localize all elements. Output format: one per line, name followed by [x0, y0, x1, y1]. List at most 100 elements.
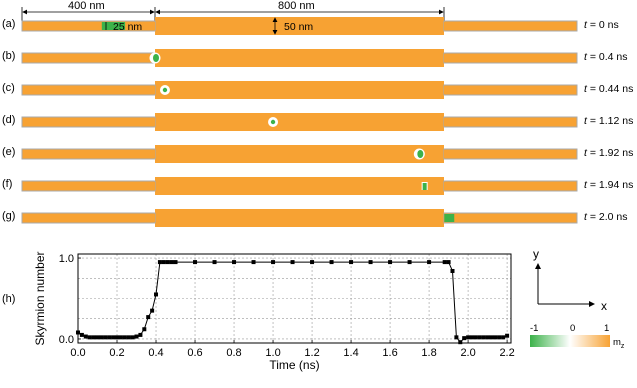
data-point: [466, 335, 471, 340]
time-label: t = 0 ns: [584, 19, 619, 31]
x-tick-label: 2.2: [499, 347, 514, 359]
wire-panel: [21, 177, 578, 195]
panel-label: (d): [2, 114, 16, 126]
colorbar-max: 1: [604, 323, 610, 334]
data-point: [142, 327, 147, 332]
panel-label: (b): [2, 50, 16, 62]
x-axis-label: Time (ns): [269, 358, 319, 372]
axes-icon: [535, 263, 595, 307]
axis-y-label: y: [533, 247, 539, 261]
data-point: [450, 268, 455, 273]
data-point: [79, 332, 84, 337]
wide-section: [155, 177, 444, 195]
x-tick-label: 0.4: [148, 347, 163, 359]
data-point: [212, 260, 217, 265]
data-point: [290, 260, 295, 265]
x-tick-label: 0.0: [70, 347, 85, 359]
data-point: [91, 335, 96, 340]
x-tick-label: 1.4: [343, 347, 358, 359]
data-point: [458, 340, 463, 345]
data-point: [493, 335, 498, 340]
panel-label: (c): [2, 82, 15, 94]
time-label: t = 0.4 ns: [584, 51, 628, 63]
data-point: [407, 260, 412, 265]
wire-panel: [21, 113, 578, 131]
data-point: [349, 260, 354, 265]
data-point: [161, 260, 166, 265]
data-point: [138, 332, 143, 337]
time-label: t = 1.94 ns: [584, 179, 634, 191]
x-tick-label: 0.8: [226, 347, 241, 359]
wire-panel: [21, 81, 578, 99]
wide-section: [155, 209, 444, 227]
panel-label-h: (h): [2, 293, 16, 305]
axis-x-label: x: [601, 299, 607, 313]
wide-width-label: 50 nm: [284, 21, 313, 33]
time-label: t = 1.92 ns: [584, 147, 634, 159]
wide-section: [155, 17, 444, 35]
time-label: t = 1.12 ns: [584, 115, 634, 127]
data-point: [126, 335, 131, 340]
panel-label: (a): [2, 18, 16, 30]
data-point: [232, 260, 237, 265]
width-annotations: 25 nm 50 nm: [105, 17, 313, 35]
data-point: [481, 335, 486, 340]
data-point: [251, 260, 256, 265]
data-point: [329, 260, 334, 265]
data-point: [115, 335, 120, 340]
plot-frame: [77, 253, 512, 344]
x-tick-label: 1.0: [265, 347, 280, 359]
time-label: t = 0.44 ns: [584, 83, 634, 95]
dimension-annotations: [21, 7, 445, 22]
skyrmion: [444, 214, 455, 222]
data-point: [130, 335, 135, 340]
wire-panel: [21, 17, 578, 35]
data-point: [95, 335, 100, 340]
data-point: [173, 260, 178, 265]
y-tick-label: 0.0: [59, 334, 74, 346]
skyrmion: [101, 22, 126, 30]
x-tick-label: 0.6: [187, 347, 202, 359]
data-point: [118, 335, 123, 340]
data-point: [388, 260, 393, 265]
data-point: [83, 334, 88, 339]
colorbar-label: mz: [613, 337, 625, 350]
data-point: [501, 335, 506, 340]
wire-panel: [21, 145, 578, 163]
wide-section: [155, 145, 444, 163]
skyrmion: [162, 87, 168, 93]
colorbar: [530, 335, 610, 347]
data-point: [485, 335, 490, 340]
skyrmion: [422, 183, 427, 190]
x-tick-label: 1.6: [382, 347, 397, 359]
skyrmion: [153, 54, 159, 62]
wire-panels: 25 nm 50 nm: [21, 17, 578, 227]
data-point: [442, 260, 447, 265]
skyrmion: [270, 119, 276, 125]
data-point: [310, 260, 315, 265]
data-point: [473, 335, 478, 340]
data-point: [76, 330, 80, 335]
wire-panel: [21, 49, 578, 67]
data-point: [193, 260, 198, 265]
panel-label: (f): [2, 178, 13, 190]
x-tick-label: 0.2: [109, 347, 124, 359]
data-point: [427, 260, 432, 265]
colorbar-min: -1: [530, 323, 539, 334]
wide-section: [155, 113, 444, 131]
data-point: [134, 334, 139, 339]
wide-section: [155, 81, 444, 99]
data-point: [271, 260, 276, 265]
data-point: [150, 308, 155, 313]
time-label: t = 2.0 ns: [584, 211, 628, 223]
data-point: [107, 335, 112, 340]
data-point: [469, 335, 474, 340]
colorbar-mid: 0: [570, 323, 576, 334]
data-point: [122, 335, 127, 340]
data-point: [99, 335, 104, 340]
panel-label: (g): [2, 210, 16, 222]
wide-section: [155, 49, 444, 67]
wire-panel: [21, 209, 578, 227]
data-point: [454, 335, 459, 340]
data-point: [477, 335, 482, 340]
